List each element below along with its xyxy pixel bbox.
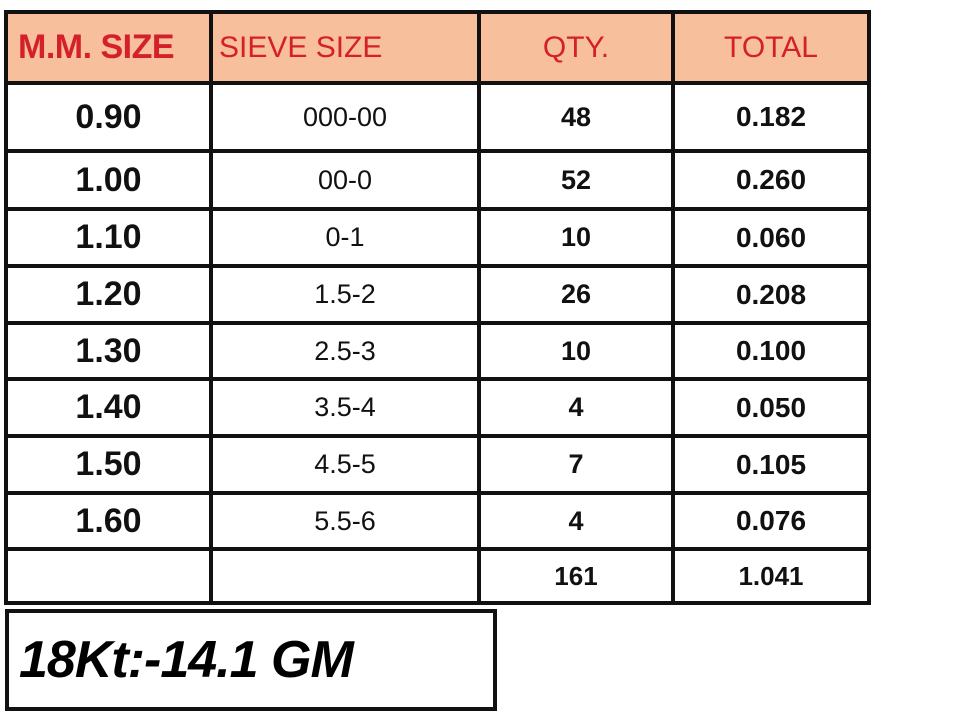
table-row: 1.10 0-1 10 0.060 xyxy=(4,207,871,268)
cell-qty: 4 xyxy=(477,491,675,551)
cell-qty: 7 xyxy=(477,434,675,495)
totals-qty: 161 xyxy=(477,547,675,605)
totals-row: 161 1.041 xyxy=(4,547,871,605)
cell-total: 0.076 xyxy=(671,491,871,551)
cell-qty: 10 xyxy=(477,207,675,268)
cell-mm-size: 1.30 xyxy=(4,321,213,381)
table-row: 1.00 00-0 52 0.260 xyxy=(4,149,871,211)
table-row: 1.30 2.5-3 10 0.100 xyxy=(4,321,871,381)
cell-total: 0.060 xyxy=(671,207,871,268)
header-row: M.M. SIZE SIEVE SIZE QTY. TOTAL xyxy=(4,10,871,85)
table-row: 1.40 3.5-4 4 0.050 xyxy=(4,377,871,438)
cell-sieve-size: 5.5-6 xyxy=(209,491,481,551)
cell-total: 0.208 xyxy=(671,264,871,325)
cell-total: 0.105 xyxy=(671,434,871,495)
cell-sieve-size: 00-0 xyxy=(209,149,481,211)
cell-sieve-size: 2.5-3 xyxy=(209,321,481,381)
cell-sieve-size: 1.5-2 xyxy=(209,264,481,325)
cell-qty: 48 xyxy=(477,81,675,153)
cell-sieve-size: 4.5-5 xyxy=(209,434,481,495)
header-total: TOTAL xyxy=(671,10,871,85)
cell-mm-size: 1.50 xyxy=(4,434,213,495)
cell-sieve-size: 0-1 xyxy=(209,207,481,268)
sieve-size-table: M.M. SIZE SIEVE SIZE QTY. TOTAL 0.90 000-… xyxy=(4,10,871,605)
cell-mm-size: 1.10 xyxy=(4,207,213,268)
cell-qty: 10 xyxy=(477,321,675,381)
cell-qty: 26 xyxy=(477,264,675,325)
carat-weight-note: 18Kt:-14.1 GM xyxy=(5,609,497,711)
cell-total: 0.182 xyxy=(671,81,871,153)
cell-qty: 4 xyxy=(477,377,675,438)
cell-total: 0.100 xyxy=(671,321,871,381)
cell-sieve-size: 000-00 xyxy=(209,81,481,153)
table-body: 0.90 000-00 48 0.182 1.00 00-0 52 0.260 1.10 0-1 1… xyxy=(4,81,871,605)
table-row: 1.60 5.5-6 4 0.076 xyxy=(4,491,871,551)
table-row: 0.90 000-00 48 0.182 xyxy=(4,81,871,153)
header-sieve-size: SIEVE SIZE xyxy=(209,10,481,85)
header-mm-size: M.M. SIZE xyxy=(4,10,213,85)
header-qty: QTY. xyxy=(477,10,675,85)
cell-qty: 52 xyxy=(477,149,675,211)
table-row: 1.20 1.5-2 26 0.208 xyxy=(4,264,871,325)
cell-mm-size: 1.40 xyxy=(4,377,213,438)
cell-mm-size: 1.60 xyxy=(4,491,213,551)
cell-mm-size: 0.90 xyxy=(4,81,213,153)
table-row: 1.50 4.5-5 7 0.105 xyxy=(4,434,871,495)
cell-mm-size: 1.00 xyxy=(4,149,213,211)
cell-total: 0.260 xyxy=(671,149,871,211)
cell-total: 0.050 xyxy=(671,377,871,438)
totals-empty-cell xyxy=(209,547,481,605)
cell-mm-size: 1.20 xyxy=(4,264,213,325)
totals-empty-cell xyxy=(4,547,213,605)
cell-sieve-size: 3.5-4 xyxy=(209,377,481,438)
totals-total: 1.041 xyxy=(671,547,871,605)
